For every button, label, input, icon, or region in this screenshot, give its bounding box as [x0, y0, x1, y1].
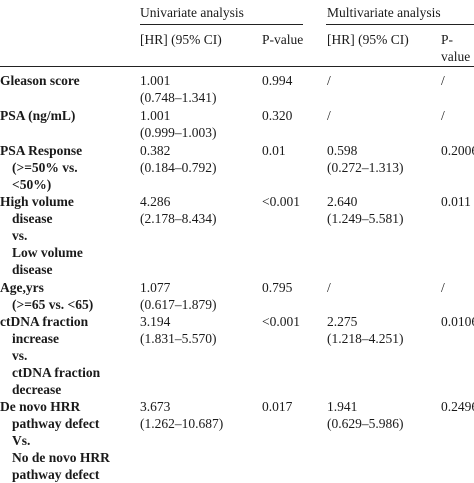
ci-multivariate: (1.218–4.251) [327, 331, 404, 346]
ci-univariate: (2.178–8.434) [140, 211, 217, 226]
col-hr-multivariate: [HR] (95% CI) [327, 32, 409, 47]
univariate-group-header: Univariate analysis [140, 5, 244, 20]
hr-univariate: 1.001 [140, 73, 171, 88]
univariate-header-rule [140, 24, 303, 25]
ci-multivariate: (0.629–5.986) [327, 416, 404, 431]
ci-univariate: (1.831–5.570) [140, 331, 217, 346]
ci-univariate: (1.262–10.687) [140, 416, 224, 431]
ci-multivariate: (0.272–1.313) [327, 160, 404, 175]
hr-univariate: 1.001 [140, 108, 171, 123]
hr-univariate: 0.382 [140, 143, 171, 158]
ci-univariate: (0.617–1.879) [140, 297, 217, 312]
p-value-univariate: <0.001 [262, 194, 300, 209]
p-value-multivariate: 0.011 [441, 194, 471, 209]
row-label: No de novo HRR [12, 450, 110, 465]
hr-multivariate: / [327, 108, 331, 123]
p-value-univariate: 0.017 [262, 399, 293, 414]
row-label: Low volume [12, 245, 83, 260]
hr-multivariate: 2.275 [327, 314, 358, 329]
p-value-univariate: 0.01 [262, 143, 286, 158]
row-label: ctDNA fraction [12, 365, 101, 380]
p-value-multivariate: / [441, 73, 445, 88]
row-label: (>=65 vs. <65) [12, 297, 94, 312]
hr-multivariate: 1.941 [327, 399, 358, 414]
hr-univariate: 4.286 [140, 194, 171, 209]
row-label: vs. [12, 348, 28, 363]
hr-univariate: 3.194 [140, 314, 171, 329]
row-label: De novo HRR [0, 399, 81, 414]
row-label: Gleason score [0, 73, 80, 88]
p-value-univariate: 0.320 [262, 108, 293, 123]
p-value-multivariate: 0.0106 [441, 314, 474, 329]
row-label: <50%) [12, 177, 52, 192]
row-label: High volume [0, 194, 74, 209]
hr-multivariate: / [327, 280, 331, 295]
hr-univariate: 3.673 [140, 399, 171, 414]
p-value-multivariate: 0.2496 [441, 399, 474, 414]
row-label: PSA (ng/mL) [0, 108, 76, 123]
p-value-univariate: 0.994 [262, 73, 293, 88]
ci-univariate: (0.999–1.003) [140, 125, 217, 140]
header-bottom-rule [0, 66, 474, 67]
row-label: vs. [12, 228, 28, 243]
multivariate-header-rule [326, 24, 474, 25]
row-label: disease [12, 211, 53, 226]
hr-multivariate: / [327, 73, 331, 88]
ci-univariate: (0.184–0.792) [140, 160, 217, 175]
row-label: pathway defect [12, 467, 100, 482]
multivariate-group-header: Multivariate analysis [327, 5, 441, 20]
col-p-univariate: P-value [262, 32, 304, 47]
hr-multivariate: 2.640 [327, 194, 358, 209]
p-value-multivariate: / [441, 108, 445, 123]
hr-univariate: 1.077 [140, 280, 171, 295]
ci-univariate: (0.748–1.341) [140, 90, 217, 105]
row-label: Vs. [12, 433, 31, 448]
row-label: (>=50% vs. [12, 160, 78, 175]
hr-multivariate: 0.598 [327, 143, 358, 158]
row-label: ctDNA fraction [0, 314, 89, 329]
row-label: increase [12, 331, 59, 346]
row-label: PSA Response [0, 143, 83, 158]
row-label: Age,yrs [0, 280, 44, 295]
p-value-multivariate: 0.2006 [441, 143, 474, 158]
p-value-univariate: <0.001 [262, 314, 300, 329]
p-value-multivariate: / [441, 280, 445, 295]
col-p-multivariate-cont: value [441, 49, 471, 64]
row-label: disease [12, 262, 53, 277]
ci-multivariate: (1.249–5.581) [327, 211, 404, 226]
col-p-multivariate: P- [441, 32, 454, 47]
row-label: decrease [12, 382, 62, 397]
col-hr-univariate: [HR] (95% CI) [140, 32, 222, 47]
p-value-univariate: 0.795 [262, 280, 293, 295]
row-label: pathway defect [12, 416, 100, 431]
